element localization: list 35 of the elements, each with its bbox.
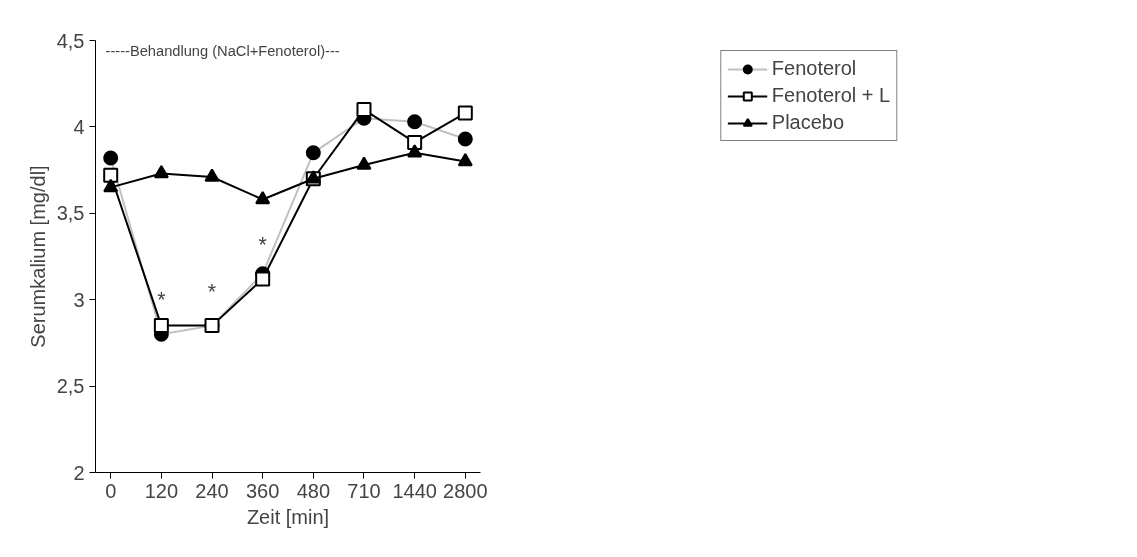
point — [153, 165, 169, 179]
point — [103, 167, 119, 183]
x-tick-label: 360 — [245, 479, 280, 502]
x-tick-label: 710 — [347, 479, 381, 502]
x-tick-label: 0 — [105, 479, 117, 502]
point — [407, 144, 423, 158]
y-tick-label: 4 — [73, 115, 85, 138]
y-tick-label: 3 — [73, 288, 85, 311]
y-tick-label: 2 — [73, 461, 85, 484]
x-tick-label: 120 — [144, 479, 179, 502]
x-axis-title: Zeit [min] — [246, 505, 330, 528]
point — [255, 271, 271, 287]
y-tick-label: 4,5 — [56, 29, 85, 52]
point — [356, 102, 372, 118]
annotation: * — [207, 279, 217, 304]
point — [153, 318, 169, 334]
legend-label: Placebo — [771, 111, 845, 134]
legend-label: Fenoterol — [771, 57, 857, 80]
x-tick-label: 1440 — [392, 479, 437, 502]
point — [457, 152, 473, 167]
point — [356, 156, 372, 170]
annotation: * — [258, 232, 267, 257]
annotation: -----Behandlung (NaCl+Fenoterol)--- — [105, 42, 340, 59]
x-tick-label: 480 — [296, 479, 331, 502]
x-tick-label: 240 — [195, 479, 229, 502]
point — [204, 168, 220, 182]
annotation: * — [157, 288, 166, 313]
legend-label: Fenoterol + L — [771, 84, 891, 107]
point — [103, 178, 119, 193]
x-tick-label: 2800 — [443, 479, 488, 502]
point — [255, 190, 271, 205]
y-tick-label: 2,5 — [56, 375, 85, 398]
y-axis-title: Serumkalium [mg/dl] — [26, 165, 49, 348]
point — [457, 105, 473, 121]
y-tick-label: 3,5 — [56, 202, 85, 225]
